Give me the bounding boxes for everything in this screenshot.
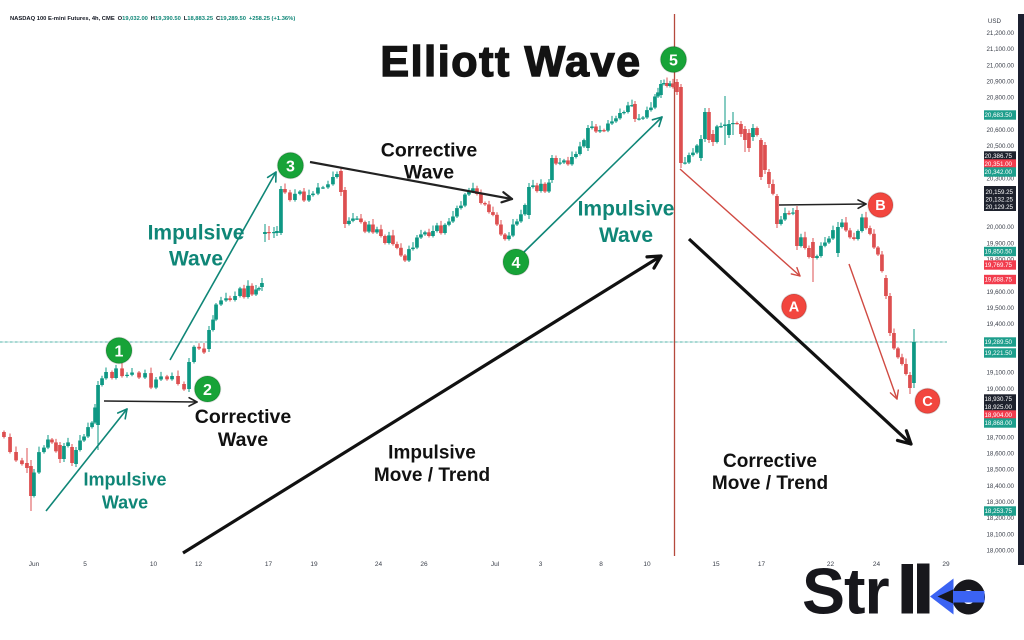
svg-text:19,500.00: 19,500.00 [986,305,1014,312]
svg-text:5: 5 [83,561,87,568]
svg-text:20,500.00: 20,500.00 [986,143,1014,150]
svg-text:19: 19 [310,561,318,568]
svg-text:19,688.75: 19,688.75 [984,277,1012,284]
svg-text:20,800.00: 20,800.00 [986,95,1014,102]
svg-text:20,386.75: 20,386.75 [984,153,1012,160]
svg-text:1: 1 [115,343,124,360]
svg-text:18,868.00: 18,868.00 [984,420,1012,427]
svg-text:4: 4 [512,255,521,272]
svg-text:20,132.25: 20,132.25 [985,197,1013,204]
svg-text:18,500.00: 18,500.00 [986,467,1014,474]
svg-text:Impulsive: Impulsive [578,198,675,221]
svg-text:20,683.50: 20,683.50 [984,112,1012,119]
svg-text:19,769.75: 19,769.75 [984,262,1012,269]
svg-text:19,289.50: 19,289.50 [984,339,1012,346]
svg-text:18,253.75: 18,253.75 [984,508,1012,515]
svg-text:Corrective: Corrective [195,406,292,428]
svg-text:22: 22 [827,561,835,568]
svg-text:Impulsive: Impulsive [83,470,166,490]
svg-text:15: 15 [712,561,720,568]
svg-text:21,100.00: 21,100.00 [986,46,1014,53]
svg-text:USD: USD [988,18,1002,25]
svg-text:3: 3 [539,561,543,568]
svg-text:21,200.00: 21,200.00 [986,30,1014,37]
svg-text:Jun: Jun [29,561,40,568]
svg-text:20,300.00: 20,300.00 [986,176,1014,183]
svg-text:20,900.00: 20,900.00 [986,79,1014,86]
svg-text:B: B [875,198,885,214]
svg-text:18,000.00: 18,000.00 [986,548,1014,555]
svg-text:Wave: Wave [102,493,148,513]
svg-text:20,342.00: 20,342.00 [984,169,1012,176]
svg-text:18,200.00: 18,200.00 [986,515,1014,522]
svg-text:Impulsive: Impulsive [148,222,245,245]
svg-text:18,400.00: 18,400.00 [986,483,1014,490]
svg-text:Elliott Wave: Elliott Wave [380,38,641,86]
svg-text:Corrective: Corrective [381,140,478,162]
svg-text:19,221.50: 19,221.50 [984,350,1012,357]
svg-text:19,850.50: 19,850.50 [984,249,1012,256]
svg-text:10: 10 [643,561,651,568]
svg-text:Move / Trend: Move / Trend [712,473,828,494]
svg-text:Corrective: Corrective [723,451,817,472]
svg-text:20,000.00: 20,000.00 [986,224,1014,231]
svg-text:18,700.00: 18,700.00 [986,434,1014,441]
svg-text:19,600.00: 19,600.00 [986,289,1014,296]
svg-text:Wave: Wave [404,162,454,184]
svg-text:29: 29 [942,561,950,568]
svg-text:8: 8 [599,561,603,568]
svg-text:17: 17 [265,561,273,568]
svg-text:19,800.00: 19,800.00 [986,256,1014,263]
svg-text:C: C [922,394,933,410]
svg-text:Jul: Jul [491,561,500,568]
svg-text:18,300.00: 18,300.00 [986,499,1014,506]
svg-text:20,159.25: 20,159.25 [985,189,1013,196]
svg-text:18,600.00: 18,600.00 [986,451,1014,458]
svg-text:NASDAQ 100 E-mini Futures, 4h,: NASDAQ 100 E-mini Futures, 4h, CME O19,0… [10,16,295,22]
svg-text:18,925.00: 18,925.00 [984,404,1012,411]
svg-text:12: 12 [195,561,203,568]
svg-text:18,100.00: 18,100.00 [986,531,1014,538]
svg-text:21,000.00: 21,000.00 [986,62,1014,69]
svg-text:20,600.00: 20,600.00 [986,127,1014,134]
svg-text:18,930.75: 18,930.75 [984,396,1012,403]
svg-text:10: 10 [150,561,158,568]
svg-text:24: 24 [375,561,383,568]
svg-text:5: 5 [669,52,678,69]
svg-text:19,900.00: 19,900.00 [986,240,1014,247]
svg-text:19,100.00: 19,100.00 [986,370,1014,377]
svg-text:20,129.25: 20,129.25 [985,204,1013,211]
svg-text:24: 24 [873,561,881,568]
svg-text:19,400.00: 19,400.00 [986,321,1014,328]
svg-text:Wave: Wave [599,224,653,247]
svg-text:Wave: Wave [169,248,223,271]
svg-text:17: 17 [758,561,766,568]
svg-text:20,351.00: 20,351.00 [984,161,1012,168]
svg-text:19,000.00: 19,000.00 [986,386,1014,393]
svg-text:Move / Trend: Move / Trend [374,465,490,486]
svg-text:Impulsive: Impulsive [388,443,476,464]
svg-text:2: 2 [203,382,212,399]
svg-text:Str: Str [802,556,890,628]
svg-text:18,904.00: 18,904.00 [984,412,1012,419]
svg-text:26: 26 [420,561,428,568]
svg-text:A: A [789,300,800,316]
svg-text:3: 3 [286,158,295,175]
svg-text:Wave: Wave [218,429,268,451]
